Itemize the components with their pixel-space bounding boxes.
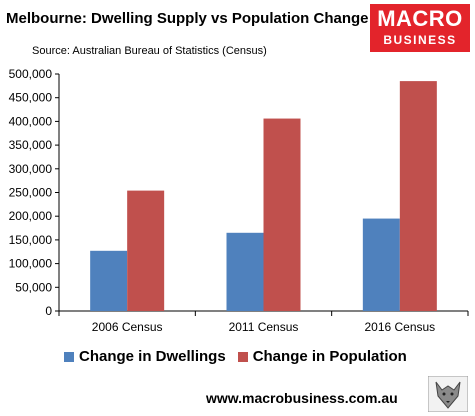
y-tick-label: 100,000: [9, 257, 53, 271]
bar-chart: 0 50,000 100,000 150,000 200,000 250,000 300,0…: [9, 67, 469, 334]
y-tick-label: 400,000: [9, 114, 53, 128]
bar-dwellings: [226, 232, 264, 311]
y-tick-label: 300,000: [9, 162, 53, 176]
bar-population: [263, 118, 301, 311]
legend-swatch-dwellings: [64, 351, 74, 362]
wolf-logo-icon: [428, 376, 468, 412]
logo-line1: MACRO: [377, 6, 463, 31]
y-tick-label: 450,000: [9, 91, 53, 105]
y-tick-label: 350,000: [9, 138, 53, 152]
chart-title: Melbourne: Dwelling Supply vs Population…: [6, 10, 369, 27]
y-tick-label: 250,000: [9, 186, 53, 200]
logo-line2: BUSINESS: [383, 33, 457, 47]
legend-item-dwellings: Change in Dwellings: [64, 348, 226, 365]
y-tick-label: 500,000: [9, 67, 53, 81]
footer-url: www.macrobusiness.com.au: [206, 390, 398, 406]
bar-dwellings: [362, 218, 400, 311]
bar-population: [399, 81, 437, 311]
macrobusiness-logo: MACRO BUSINESS: [370, 4, 470, 52]
legend-item-population: Change in Population: [237, 348, 407, 365]
y-tick-label: 50,000: [15, 280, 52, 294]
chart-source: Source: Australian Bureau of Statistics …: [32, 45, 267, 57]
legend-swatch-population: [237, 351, 248, 362]
x-tick-label: 2006 Census: [92, 320, 163, 334]
x-tick-label: 2016 Census: [364, 320, 435, 334]
legend-label-population: Change in Population: [252, 348, 407, 365]
y-tick-label: 200,000: [9, 209, 53, 223]
bar-population: [127, 190, 165, 311]
bar-dwellings: [90, 250, 128, 311]
y-tick-label: 0: [45, 304, 52, 318]
y-tick-label: 150,000: [9, 233, 53, 247]
chart-legend: Change in Dwellings Change in Population: [64, 348, 419, 365]
x-tick-label: 2011 Census: [229, 320, 299, 334]
legend-label-dwellings: Change in Dwellings: [79, 348, 226, 365]
